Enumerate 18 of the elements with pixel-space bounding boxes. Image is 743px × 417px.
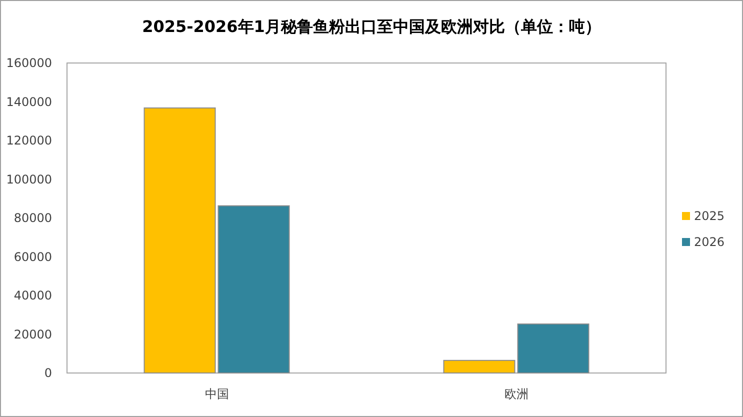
chart-title: 2025-2026年1月秘鲁鱼粉出口至中国及欧洲对比（单位：吨） — [142, 17, 601, 36]
x-tick-label: 中国 — [204, 387, 229, 401]
y-tick-label: 140000 — [6, 94, 52, 109]
legend-label: 2025 — [694, 209, 725, 223]
y-tick-label: 160000 — [6, 56, 52, 70]
y-tick-label: 80000 — [14, 211, 52, 225]
bar — [144, 107, 216, 374]
y-tick-label: 120000 — [6, 134, 52, 148]
y-tick-label: 100000 — [6, 172, 52, 186]
legend-label: 2026 — [694, 235, 725, 249]
x-tick-label: 欧洲 — [504, 387, 528, 401]
y-tick-label: 20000 — [14, 327, 52, 342]
y-tick-label: 0 — [44, 366, 52, 380]
bar — [517, 323, 590, 374]
bar — [218, 205, 290, 374]
bar — [443, 360, 516, 374]
y-tick-label: 60000 — [14, 250, 52, 264]
y-tick-label: 40000 — [14, 288, 52, 302]
